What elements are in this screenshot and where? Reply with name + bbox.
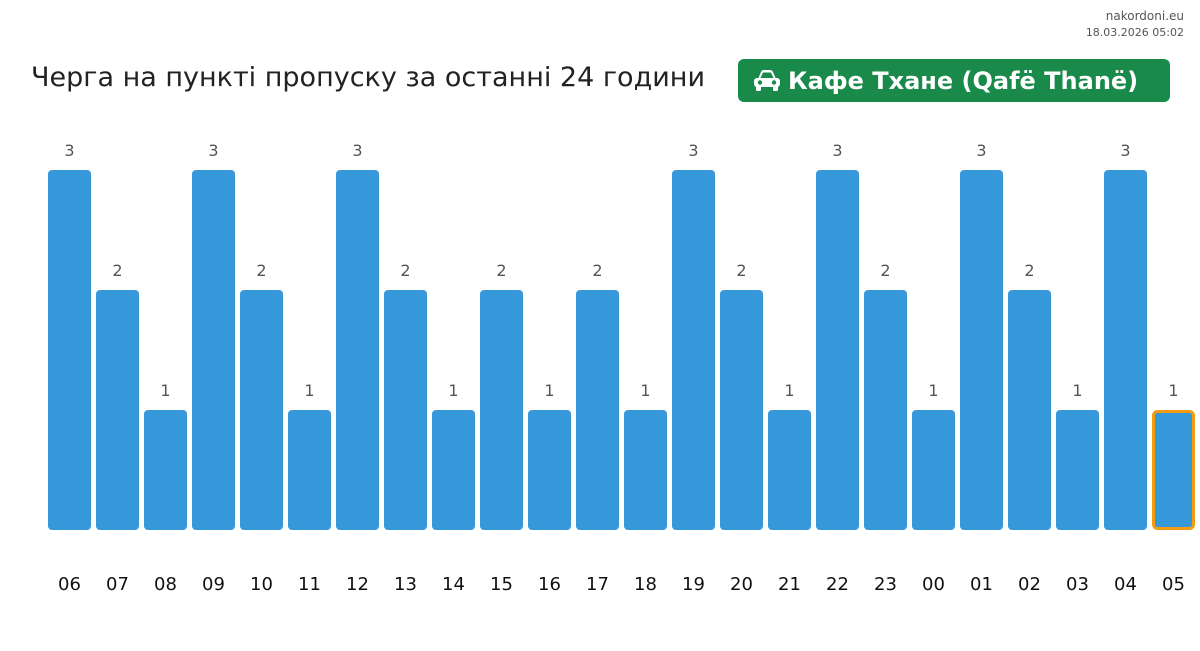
x-tick-label: 04 <box>1114 574 1137 595</box>
bar-18[interactable] <box>624 410 667 530</box>
car-icon <box>754 69 780 91</box>
x-tick-label: 20 <box>730 574 753 595</box>
bar-value-label: 3 <box>352 141 362 160</box>
bar-14[interactable] <box>432 410 475 530</box>
bar-23[interactable] <box>864 290 907 530</box>
bar-value-label: 2 <box>592 261 602 280</box>
bar-03[interactable] <box>1056 410 1099 530</box>
bar-value-label: 3 <box>688 141 698 160</box>
x-tick-label: 00 <box>922 574 945 595</box>
bar-value-label: 1 <box>1072 381 1082 400</box>
bar-value-label: 2 <box>736 261 746 280</box>
bar-16[interactable] <box>528 410 571 530</box>
x-tick-label: 15 <box>490 574 513 595</box>
x-tick-label: 11 <box>298 574 321 595</box>
bar-07[interactable] <box>96 290 139 530</box>
x-tick-label: 23 <box>874 574 897 595</box>
bar-21[interactable] <box>768 410 811 530</box>
bar-13[interactable] <box>384 290 427 530</box>
bar-08[interactable] <box>144 410 187 530</box>
x-tick-label: 19 <box>682 574 705 595</box>
x-tick-label: 18 <box>634 574 657 595</box>
checkpoint-badge[interactable]: Кафе Тхане (Qafë Thanë) <box>738 59 1170 102</box>
bar-value-label: 1 <box>304 381 314 400</box>
bar-05[interactable] <box>1152 410 1195 530</box>
bar-10[interactable] <box>240 290 283 530</box>
checkpoint-name: Кафе Тхане (Qafë Thanë) <box>788 66 1139 95</box>
bar-value-label: 3 <box>976 141 986 160</box>
bar-15[interactable] <box>480 290 523 530</box>
bar-02[interactable] <box>1008 290 1051 530</box>
bar-value-label: 3 <box>832 141 842 160</box>
bar-value-label: 1 <box>544 381 554 400</box>
bar-value-label: 1 <box>1168 381 1178 400</box>
bar-00[interactable] <box>912 410 955 530</box>
bar-value-label: 2 <box>256 261 266 280</box>
bar-value-label: 1 <box>448 381 458 400</box>
x-tick-label: 09 <box>202 574 225 595</box>
bar-value-label: 2 <box>880 261 890 280</box>
x-tick-label: 13 <box>394 574 417 595</box>
bar-22[interactable] <box>816 170 859 530</box>
bar-value-label: 3 <box>64 141 74 160</box>
bar-value-label: 3 <box>208 141 218 160</box>
timestamp: 18.03.2026 05:02 <box>1085 26 1184 39</box>
x-tick-label: 16 <box>538 574 561 595</box>
x-tick-label: 05 <box>1162 574 1185 595</box>
x-tick-label: 03 <box>1066 574 1089 595</box>
bar-04[interactable] <box>1104 170 1147 530</box>
bar-value-label: 3 <box>1120 141 1130 160</box>
bar-value-label: 1 <box>928 381 938 400</box>
bar-11[interactable] <box>288 410 331 530</box>
bar-06[interactable] <box>48 170 91 530</box>
bar-value-label: 1 <box>784 381 794 400</box>
x-tick-label: 21 <box>778 574 801 595</box>
x-tick-label: 22 <box>826 574 849 595</box>
x-tick-label: 01 <box>970 574 993 595</box>
bar-19[interactable] <box>672 170 715 530</box>
x-tick-label: 17 <box>586 574 609 595</box>
bar-20[interactable] <box>720 290 763 530</box>
bar-value-label: 2 <box>496 261 506 280</box>
bar-01[interactable] <box>960 170 1003 530</box>
bar-value-label: 2 <box>112 261 122 280</box>
bar-17[interactable] <box>576 290 619 530</box>
page-title: Черга на пункті пропуску за останні 24 г… <box>31 62 705 93</box>
x-tick-label: 02 <box>1018 574 1041 595</box>
bar-value-label: 2 <box>400 261 410 280</box>
bar-value-label: 1 <box>640 381 650 400</box>
bar-value-label: 2 <box>1024 261 1034 280</box>
x-tick-label: 08 <box>154 574 177 595</box>
bar-09[interactable] <box>192 170 235 530</box>
x-tick-label: 12 <box>346 574 369 595</box>
bar-12[interactable] <box>336 170 379 530</box>
bar-value-label: 1 <box>160 381 170 400</box>
x-tick-label: 14 <box>442 574 465 595</box>
x-tick-label: 07 <box>106 574 129 595</box>
site-name[interactable]: nakordoni.eu <box>1105 9 1184 23</box>
x-tick-label: 06 <box>58 574 81 595</box>
x-tick-label: 10 <box>250 574 273 595</box>
